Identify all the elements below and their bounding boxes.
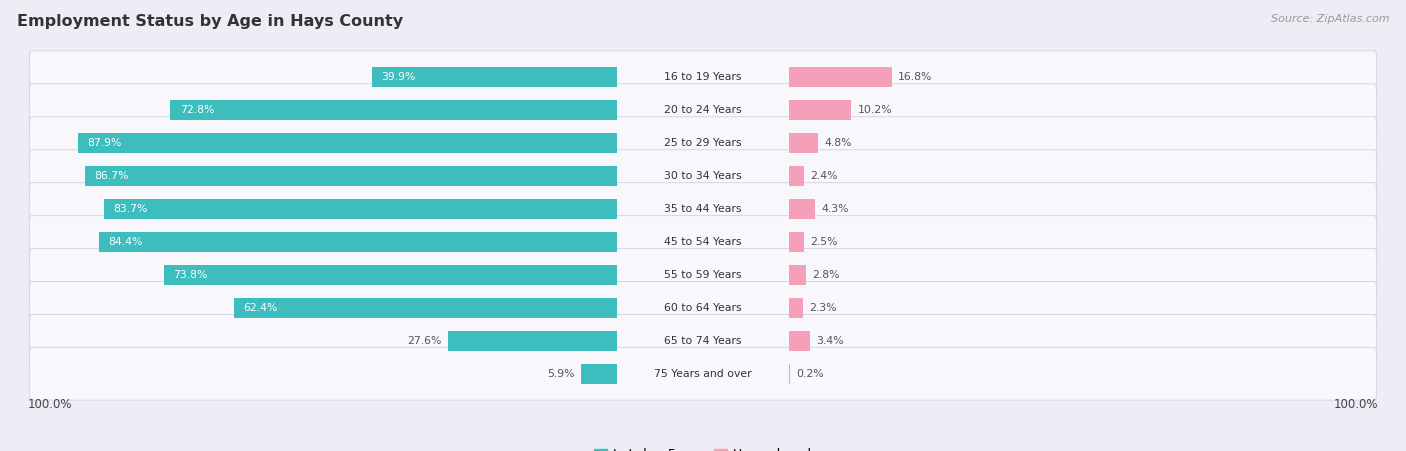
Text: 30 to 34 Years: 30 to 34 Years bbox=[664, 171, 742, 181]
Text: 84.4%: 84.4% bbox=[108, 237, 143, 247]
FancyBboxPatch shape bbox=[30, 281, 1376, 334]
Text: 65 to 74 Years: 65 to 74 Years bbox=[664, 336, 742, 346]
Bar bbox=[170, 100, 617, 120]
Bar bbox=[447, 331, 617, 351]
FancyBboxPatch shape bbox=[30, 249, 1376, 301]
Bar bbox=[789, 199, 815, 219]
Text: 60 to 64 Years: 60 to 64 Years bbox=[664, 303, 742, 313]
Text: 86.7%: 86.7% bbox=[94, 171, 129, 181]
Text: 16.8%: 16.8% bbox=[898, 72, 932, 82]
Text: 2.8%: 2.8% bbox=[813, 270, 839, 280]
Text: 39.9%: 39.9% bbox=[381, 72, 416, 82]
Text: 45 to 54 Years: 45 to 54 Years bbox=[664, 237, 742, 247]
Text: 16 to 19 Years: 16 to 19 Years bbox=[664, 72, 742, 82]
FancyBboxPatch shape bbox=[30, 347, 1376, 400]
Bar bbox=[581, 364, 617, 384]
Text: 27.6%: 27.6% bbox=[408, 336, 441, 346]
FancyBboxPatch shape bbox=[30, 183, 1376, 235]
Text: 0.2%: 0.2% bbox=[796, 369, 824, 379]
Text: 2.5%: 2.5% bbox=[810, 237, 838, 247]
Bar bbox=[789, 166, 804, 186]
Bar bbox=[789, 133, 818, 153]
Bar bbox=[104, 199, 617, 219]
Bar bbox=[77, 133, 617, 153]
Text: 100.0%: 100.0% bbox=[28, 397, 73, 410]
FancyBboxPatch shape bbox=[30, 314, 1376, 367]
Bar bbox=[100, 232, 617, 252]
FancyBboxPatch shape bbox=[30, 51, 1376, 104]
Text: 4.8%: 4.8% bbox=[824, 138, 852, 148]
FancyBboxPatch shape bbox=[30, 216, 1376, 268]
Text: 5.9%: 5.9% bbox=[547, 369, 575, 379]
Text: 2.3%: 2.3% bbox=[808, 303, 837, 313]
Bar bbox=[789, 67, 891, 87]
Text: 87.9%: 87.9% bbox=[87, 138, 121, 148]
Bar bbox=[789, 265, 806, 285]
Text: 3.4%: 3.4% bbox=[815, 336, 844, 346]
Bar bbox=[789, 331, 810, 351]
Text: 83.7%: 83.7% bbox=[112, 204, 148, 214]
FancyBboxPatch shape bbox=[30, 117, 1376, 170]
Bar bbox=[373, 67, 617, 87]
Text: 100.0%: 100.0% bbox=[1333, 397, 1378, 410]
Text: 4.3%: 4.3% bbox=[821, 204, 849, 214]
Bar bbox=[235, 298, 617, 318]
FancyBboxPatch shape bbox=[30, 84, 1376, 137]
Bar bbox=[789, 100, 852, 120]
Text: 72.8%: 72.8% bbox=[180, 105, 214, 115]
Legend: In Labor Force, Unemployed: In Labor Force, Unemployed bbox=[589, 443, 817, 451]
Text: 55 to 59 Years: 55 to 59 Years bbox=[664, 270, 742, 280]
FancyBboxPatch shape bbox=[30, 150, 1376, 202]
Text: 2.4%: 2.4% bbox=[810, 171, 837, 181]
Bar bbox=[789, 298, 803, 318]
Text: 35 to 44 Years: 35 to 44 Years bbox=[664, 204, 742, 214]
Text: Source: ZipAtlas.com: Source: ZipAtlas.com bbox=[1271, 14, 1389, 23]
Text: 73.8%: 73.8% bbox=[173, 270, 208, 280]
Text: 20 to 24 Years: 20 to 24 Years bbox=[664, 105, 742, 115]
Text: 62.4%: 62.4% bbox=[243, 303, 278, 313]
Bar bbox=[86, 166, 617, 186]
Bar bbox=[789, 232, 804, 252]
Bar bbox=[165, 265, 617, 285]
Text: 75 Years and over: 75 Years and over bbox=[654, 369, 752, 379]
Text: 25 to 29 Years: 25 to 29 Years bbox=[664, 138, 742, 148]
Text: Employment Status by Age in Hays County: Employment Status by Age in Hays County bbox=[17, 14, 404, 28]
Text: 10.2%: 10.2% bbox=[858, 105, 893, 115]
